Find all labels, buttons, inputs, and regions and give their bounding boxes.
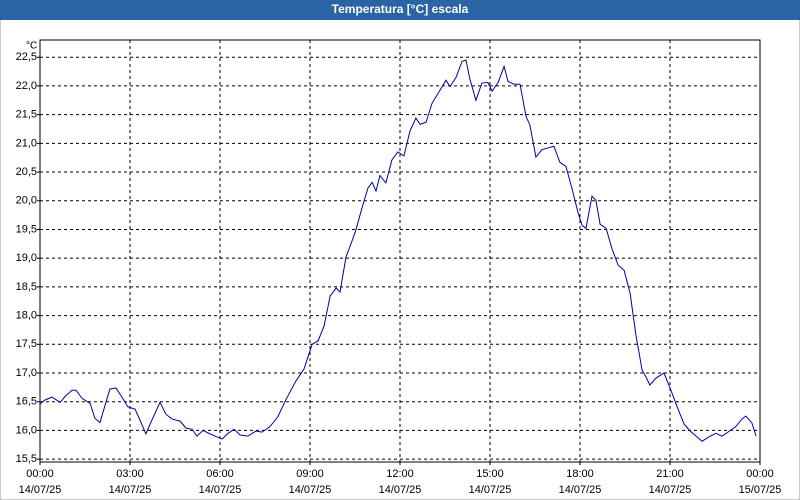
chart-title: Temperatura [°C] escala — [332, 2, 469, 16]
x-tick-date: 14/07/25 — [559, 484, 602, 496]
y-tick-label: 19,5 — [16, 223, 37, 235]
x-tick-date: 14/07/25 — [469, 484, 512, 496]
title-bar — [0, 0, 800, 20]
x-tick-label: 00:00 — [26, 468, 54, 480]
x-tick-date: 15/07/25 — [739, 484, 782, 496]
y-tick-label: 21,5 — [16, 109, 37, 121]
y-tick-label: 17,0 — [16, 367, 37, 379]
x-tick-label: 18:00 — [566, 468, 594, 480]
y-tick-label: 22,0 — [16, 80, 37, 92]
x-tick-label: 06:00 — [206, 468, 234, 480]
y-unit: °C — [26, 41, 37, 52]
y-tick-label: 20,5 — [16, 166, 37, 178]
x-tick-date: 14/07/25 — [649, 484, 692, 496]
y-tick-label: 16,5 — [16, 396, 37, 408]
y-tick-label: 17,5 — [16, 338, 37, 350]
x-tick-date: 14/07/25 — [19, 484, 62, 496]
temperature-line — [39, 59, 757, 442]
x-tick-date: 14/07/25 — [109, 484, 152, 496]
x-tick-label: 21:00 — [656, 468, 684, 480]
x-tick-date: 14/07/25 — [199, 484, 242, 496]
y-tick-label: 18,5 — [16, 281, 37, 293]
x-tick-label: 00:00 — [746, 468, 774, 480]
y-tick-label: 16,0 — [16, 424, 37, 436]
y-tick-label: 19,0 — [16, 252, 37, 264]
y-tick-label: 22,5 — [16, 51, 37, 63]
x-tick-label: 03:00 — [116, 468, 144, 480]
x-tick-label: 09:00 — [296, 468, 324, 480]
y-tick-label: 15,5 — [16, 453, 37, 465]
x-tick-date: 14/07/25 — [289, 484, 332, 496]
y-tick-label: 20,0 — [16, 195, 37, 207]
y-tick-label: 18,0 — [16, 309, 37, 321]
y-tick-label: 21,0 — [16, 137, 37, 149]
x-tick-date: 14/07/25 — [379, 484, 422, 496]
x-tick-label: 15:00 — [476, 468, 504, 480]
x-tick-label: 12:00 — [386, 468, 414, 480]
